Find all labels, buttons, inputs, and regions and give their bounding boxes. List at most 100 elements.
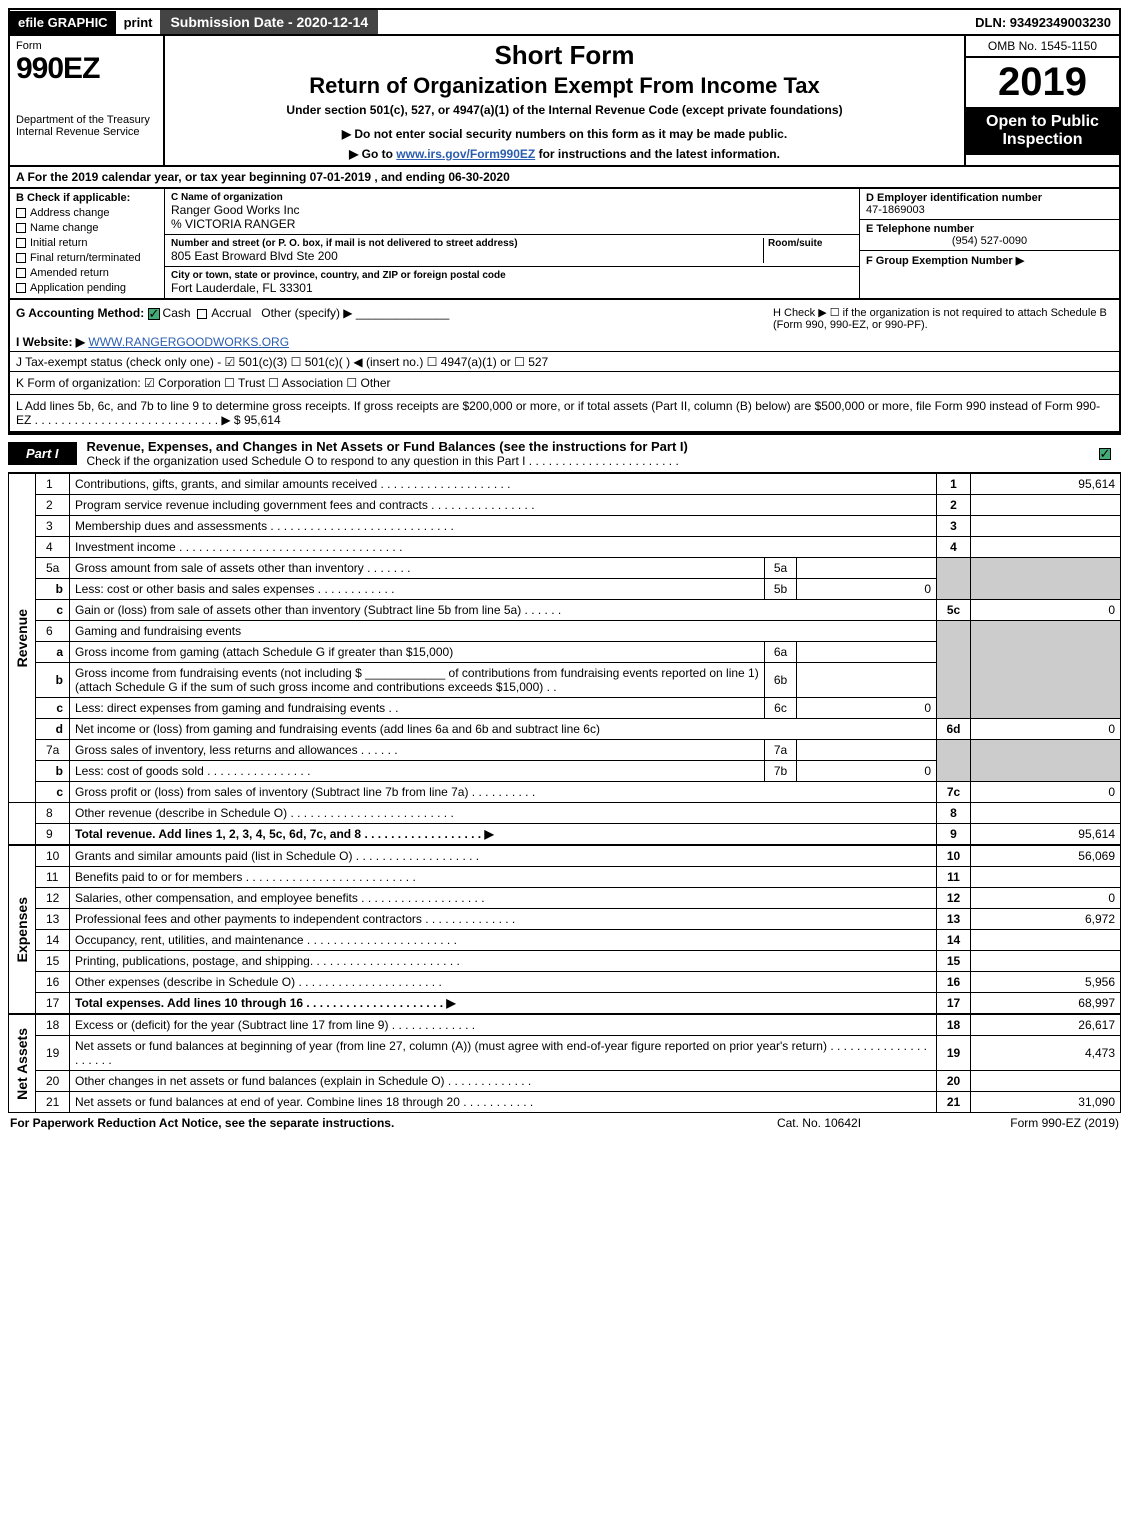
short-form-title: Short Form bbox=[173, 40, 956, 71]
l7b-sm: 7b bbox=[765, 761, 797, 782]
l8-col: 8 bbox=[937, 803, 971, 824]
l9-desc: Total revenue. Add lines 1, 2, 3, 4, 5c,… bbox=[70, 824, 937, 846]
chk-initial-return[interactable]: Initial return bbox=[16, 237, 158, 249]
part-1-schedule-o-check[interactable] bbox=[1091, 447, 1121, 461]
line-12: 12 Salaries, other compensation, and emp… bbox=[9, 888, 1121, 909]
l9-no: 9 bbox=[36, 824, 70, 846]
chk-accrual-icon[interactable] bbox=[197, 309, 207, 319]
l5a-desc: Gross amount from sale of assets other t… bbox=[70, 558, 765, 579]
chk-cash-icon[interactable] bbox=[148, 308, 160, 320]
l1-no: 1 bbox=[36, 474, 70, 495]
box-c: C Name of organization Ranger Good Works… bbox=[165, 189, 859, 298]
chk-name-change[interactable]: Name change bbox=[16, 222, 158, 234]
footer-formno: Form 990-EZ (2019) bbox=[919, 1116, 1119, 1130]
l17-col: 17 bbox=[937, 993, 971, 1015]
l19-desc: Net assets or fund balances at beginning… bbox=[70, 1036, 937, 1071]
l13-val: 6,972 bbox=[971, 909, 1121, 930]
row-l: L Add lines 5b, 6c, and 7b to line 9 to … bbox=[10, 394, 1119, 431]
l7b-desc: Less: cost of goods sold . . . . . . . .… bbox=[70, 761, 765, 782]
l5b-sm: 5b bbox=[765, 579, 797, 600]
chk-application-pending[interactable]: Application pending bbox=[16, 282, 158, 294]
row-g: G Accounting Method: Cash Accrual Other … bbox=[16, 306, 773, 331]
l6c-no: c bbox=[36, 698, 70, 719]
header-note-ssn: ▶ Do not enter social security numbers o… bbox=[173, 127, 956, 141]
l19-no: 19 bbox=[36, 1036, 70, 1071]
l8-no: 8 bbox=[36, 803, 70, 824]
header-subtitle: Under section 501(c), 527, or 4947(a)(1)… bbox=[173, 103, 956, 117]
l5b-no: b bbox=[36, 579, 70, 600]
line-5a: 5a Gross amount from sale of assets othe… bbox=[9, 558, 1121, 579]
line-10: Expenses 10 Grants and similar amounts p… bbox=[9, 845, 1121, 867]
part-1-title: Revenue, Expenses, and Changes in Net As… bbox=[77, 435, 1091, 472]
return-title: Return of Organization Exempt From Incom… bbox=[173, 73, 956, 99]
org-name-row: C Name of organization Ranger Good Works… bbox=[165, 189, 859, 235]
l5a-no: 5a bbox=[36, 558, 70, 579]
l10-desc: Grants and similar amounts paid (list in… bbox=[70, 845, 937, 867]
l14-desc: Occupancy, rent, utilities, and maintena… bbox=[70, 930, 937, 951]
form-number: 990EZ bbox=[16, 52, 157, 86]
irs-link[interactable]: www.irs.gov/Form990EZ bbox=[396, 147, 535, 161]
efile-label: efile GRAPHIC bbox=[10, 11, 116, 34]
l4-desc: Investment income . . . . . . . . . . . … bbox=[70, 537, 937, 558]
phone-value: (954) 527-0090 bbox=[866, 235, 1113, 247]
print-button[interactable]: print bbox=[116, 11, 161, 34]
box-def: D Employer identification number 47-1869… bbox=[859, 189, 1119, 298]
l7c-desc: Gross profit or (loss) from sales of inv… bbox=[70, 782, 937, 803]
l18-col: 18 bbox=[937, 1014, 971, 1036]
page-footer: For Paperwork Reduction Act Notice, see … bbox=[8, 1113, 1121, 1133]
chk-final-return[interactable]: Final return/terminated bbox=[16, 252, 158, 264]
l1-col: 1 bbox=[937, 474, 971, 495]
line-1: Revenue 1 Contributions, gifts, grants, … bbox=[9, 474, 1121, 495]
l6b-desc: Gross income from fundraising events (no… bbox=[70, 663, 765, 698]
l8-desc: Other revenue (describe in Schedule O) .… bbox=[70, 803, 937, 824]
l6-no: 6 bbox=[36, 621, 70, 642]
footer-catno: Cat. No. 10642I bbox=[719, 1116, 919, 1130]
l16-val: 5,956 bbox=[971, 972, 1121, 993]
l6abc-grey-val bbox=[971, 621, 1121, 719]
line-17: 17 Total expenses. Add lines 10 through … bbox=[9, 993, 1121, 1015]
l3-no: 3 bbox=[36, 516, 70, 537]
l15-desc: Printing, publications, postage, and shi… bbox=[70, 951, 937, 972]
l13-desc: Professional fees and other payments to … bbox=[70, 909, 937, 930]
l12-no: 12 bbox=[36, 888, 70, 909]
l15-no: 15 bbox=[36, 951, 70, 972]
chk-address-change[interactable]: Address change bbox=[16, 207, 158, 219]
dept-treasury: Department of the Treasury bbox=[16, 114, 157, 126]
street-label: Number and street (or P. O. box, if mail… bbox=[171, 238, 763, 249]
l2-desc: Program service revenue including govern… bbox=[70, 495, 937, 516]
l7a-desc: Gross sales of inventory, less returns a… bbox=[70, 740, 765, 761]
part-1-title-sub: (see the instructions for Part I) bbox=[499, 439, 688, 454]
city-row: City or town, state or province, country… bbox=[165, 267, 859, 298]
chk-final-return-label: Final return/terminated bbox=[30, 252, 141, 264]
entity-block: B Check if applicable: Address change Na… bbox=[8, 189, 1121, 300]
l6a-desc: Gross income from gaming (attach Schedul… bbox=[70, 642, 765, 663]
l12-val: 0 bbox=[971, 888, 1121, 909]
l9-val: 95,614 bbox=[971, 824, 1121, 846]
l7b-no: b bbox=[36, 761, 70, 782]
l10-no: 10 bbox=[36, 845, 70, 867]
l11-col: 11 bbox=[937, 867, 971, 888]
org-name: Ranger Good Works Inc bbox=[171, 203, 853, 217]
l17-desc: Total expenses. Add lines 10 through 16 … bbox=[70, 993, 937, 1015]
part-1-title-text: Revenue, Expenses, and Changes in Net As… bbox=[87, 439, 496, 454]
part-1-table: Revenue 1 Contributions, gifts, grants, … bbox=[8, 473, 1121, 1113]
l11-desc: Benefits paid to or for members . . . . … bbox=[70, 867, 937, 888]
row-h: H Check ▶ ☐ if the organization is not r… bbox=[773, 306, 1113, 331]
website-link[interactable]: WWW.RANGERGOODWORKS.ORG bbox=[88, 335, 289, 349]
l21-val: 31,090 bbox=[971, 1092, 1121, 1113]
note2-post: for instructions and the latest informat… bbox=[535, 147, 780, 161]
group-exemption-row: F Group Exemption Number ▶ bbox=[860, 251, 1119, 298]
line-6: 6 Gaming and fundraising events bbox=[9, 621, 1121, 642]
dln-label: DLN: 93492349003230 bbox=[967, 11, 1119, 34]
l1-desc: Contributions, gifts, grants, and simila… bbox=[70, 474, 937, 495]
l14-col: 14 bbox=[937, 930, 971, 951]
chk-initial-return-label: Initial return bbox=[30, 237, 87, 249]
l19-col: 19 bbox=[937, 1036, 971, 1071]
city-value: Fort Lauderdale, FL 33301 bbox=[171, 281, 853, 295]
l8-val bbox=[971, 803, 1121, 824]
l12-col: 12 bbox=[937, 888, 971, 909]
chk-amended-return[interactable]: Amended return bbox=[16, 267, 158, 279]
row-j: J Tax-exempt status (check only one) - ☑… bbox=[10, 351, 1119, 371]
l4-val bbox=[971, 537, 1121, 558]
l5a-smval bbox=[797, 558, 937, 579]
